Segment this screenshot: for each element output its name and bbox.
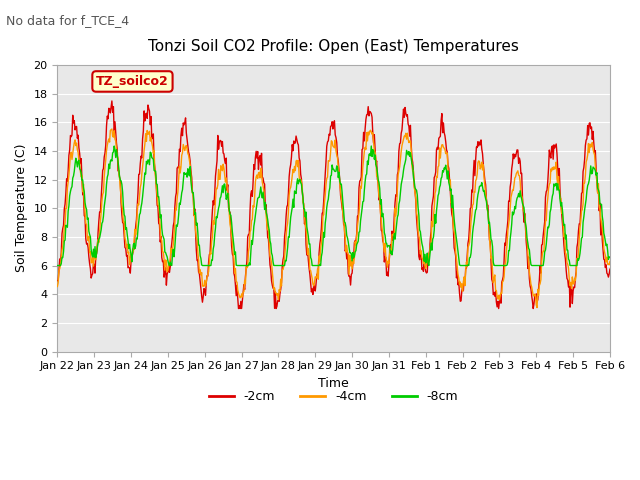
Y-axis label: Soil Temperature (C): Soil Temperature (C): [15, 144, 28, 273]
Legend: -2cm, -4cm, -8cm: -2cm, -4cm, -8cm: [204, 385, 463, 408]
Text: No data for f_TCE_4: No data for f_TCE_4: [6, 14, 129, 27]
Text: TZ_soilco2: TZ_soilco2: [96, 75, 169, 88]
Title: Tonzi Soil CO2 Profile: Open (East) Temperatures: Tonzi Soil CO2 Profile: Open (East) Temp…: [148, 39, 519, 54]
X-axis label: Time: Time: [318, 377, 349, 390]
